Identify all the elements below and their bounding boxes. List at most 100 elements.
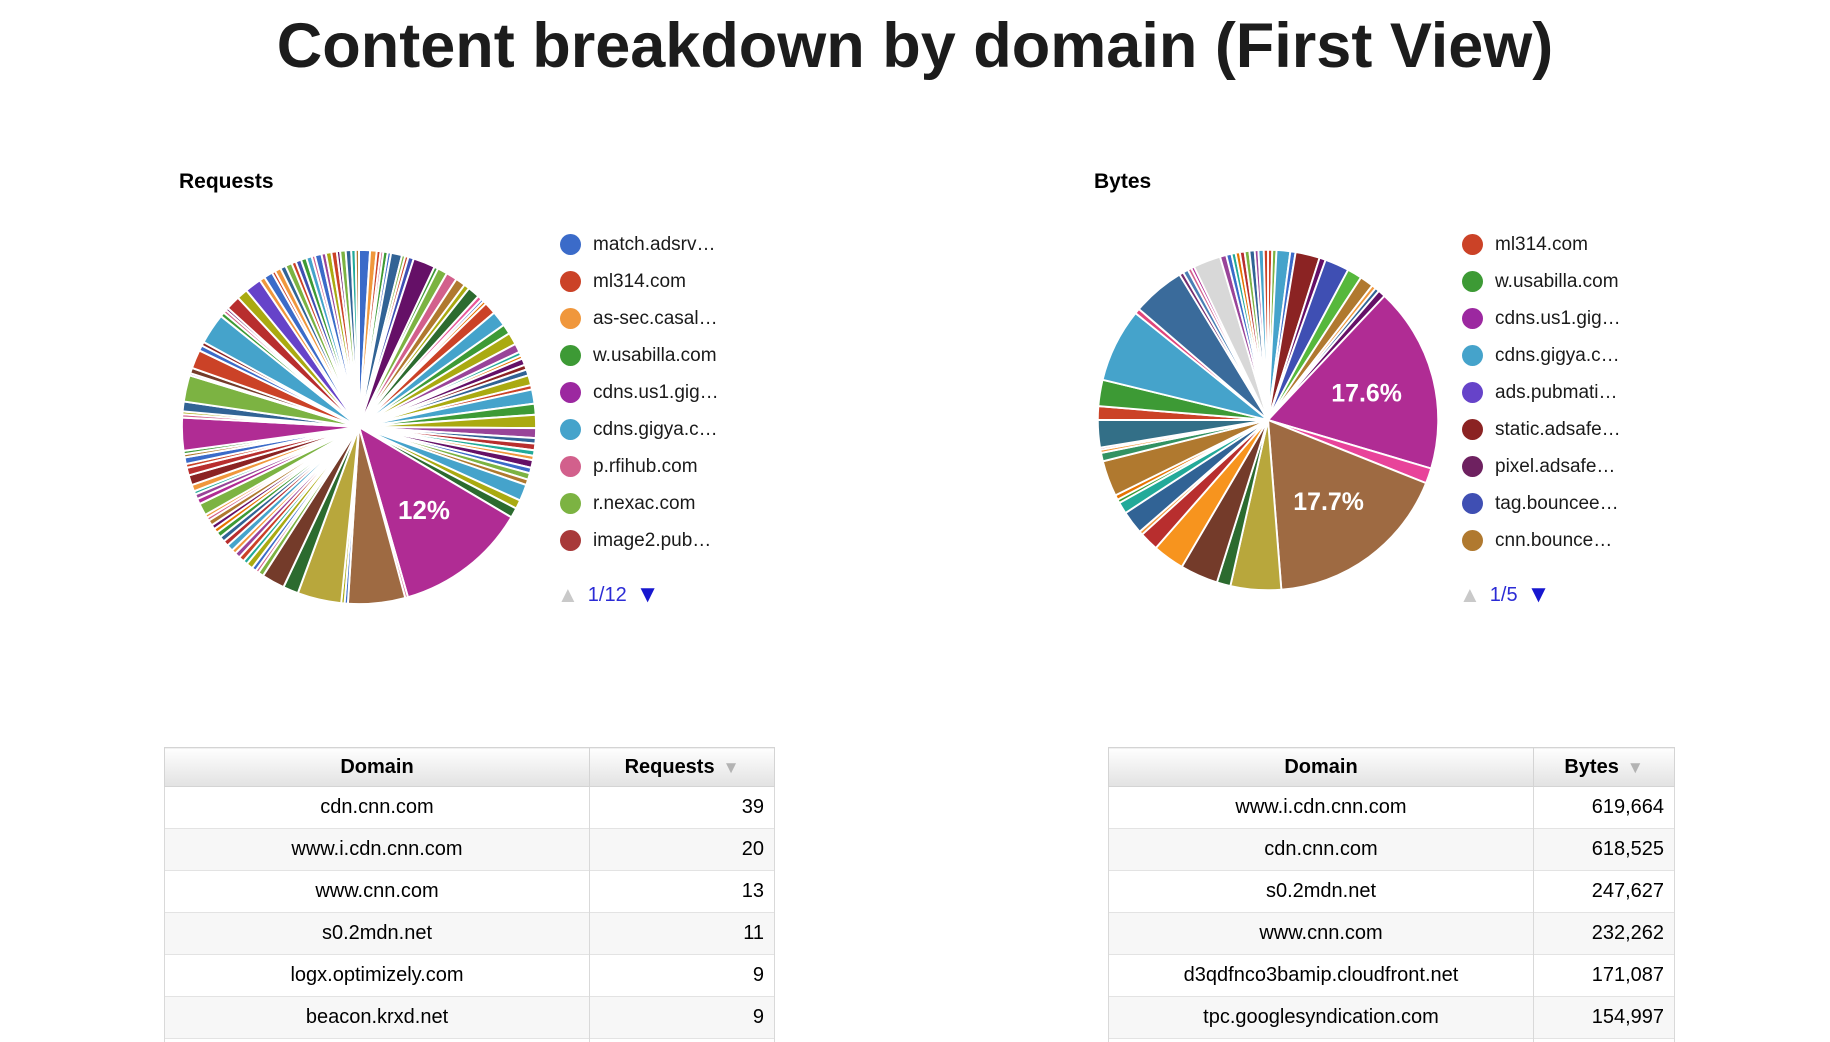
legend-item: cdns.gigya.c… bbox=[560, 411, 719, 448]
column-header-domain[interactable]: Domain bbox=[164, 747, 590, 787]
domain-cell bbox=[164, 1038, 590, 1042]
table-row: www.cnn.com 13 bbox=[164, 870, 775, 913]
requests-table: Domain Requests ▼ cdn.cnn.com 39 www.i.cdn.cn… bbox=[164, 747, 775, 1042]
legend-item-label: w.usabilla.com bbox=[1495, 270, 1619, 292]
pie-slice-percent-label: 17.7% bbox=[1293, 488, 1364, 516]
legend-item-label: cdns.gigya.c… bbox=[1495, 344, 1620, 366]
domain-cell: www.cnn.com bbox=[1108, 912, 1534, 955]
legend-item: w.usabilla.com bbox=[560, 337, 719, 374]
table-row: tpc.googlesyndication.com 154,997 bbox=[1108, 996, 1675, 1039]
legend-page-down-icon[interactable]: ▼ bbox=[635, 581, 660, 608]
legend-item: cdns.us1.gig… bbox=[1462, 300, 1621, 337]
legend-color-swatch-icon bbox=[1462, 271, 1483, 292]
table-row: cdn.cnn.com 618,525 bbox=[1108, 828, 1675, 871]
column-header-label: Domain bbox=[340, 755, 414, 778]
domain-cell: s0.2mdn.net bbox=[1108, 870, 1534, 913]
legend-color-swatch-icon bbox=[560, 382, 581, 403]
pie-slice-percent-label: 17.6% bbox=[1331, 379, 1402, 407]
value-cell: 9 bbox=[589, 996, 775, 1039]
table-row: www.i.cdn.cnn.com 619,664 bbox=[1108, 786, 1675, 829]
value-cell bbox=[1533, 1038, 1675, 1042]
requests-legend: match.adsrv… ml314.com as-sec.casal… w.usab… bbox=[560, 226, 719, 559]
legend-color-swatch-icon bbox=[560, 271, 581, 292]
legend-item: p.rfihub.com bbox=[560, 448, 719, 485]
value-cell bbox=[589, 1038, 775, 1042]
domain-cell: cdn.cnn.com bbox=[164, 786, 590, 829]
column-header-domain[interactable]: Domain bbox=[1108, 747, 1534, 787]
value-cell: 9 bbox=[589, 954, 775, 997]
value-cell: 232,262 bbox=[1533, 912, 1675, 955]
table-row-partial bbox=[1108, 1038, 1675, 1042]
value-cell: 154,997 bbox=[1533, 996, 1675, 1039]
bytes-chart-title: Bytes bbox=[1094, 170, 1152, 193]
legend-item-label: pixel.adsafe… bbox=[1495, 455, 1616, 477]
value-cell: 619,664 bbox=[1533, 786, 1675, 829]
legend-item: cnn.bounce… bbox=[1462, 522, 1621, 559]
legend-item-label: cdns.gigya.c… bbox=[593, 418, 718, 440]
legend-item: ml314.com bbox=[560, 263, 719, 300]
domain-cell: beacon.krxd.net bbox=[164, 996, 590, 1039]
pie-slice[interactable] bbox=[1266, 418, 1428, 591]
legend-color-swatch-icon bbox=[1462, 382, 1483, 403]
legend-item-label: p.rfihub.com bbox=[593, 455, 698, 477]
column-header-label: Domain bbox=[1284, 755, 1358, 778]
bytes-table: Domain Bytes ▼ www.i.cdn.cnn.com 619,664 cdn.… bbox=[1108, 747, 1675, 1042]
legend-item-label: w.usabilla.com bbox=[593, 344, 717, 366]
legend-page-down-icon[interactable]: ▼ bbox=[1526, 581, 1551, 608]
table-row: d3qdfnco3bamip.cloudfront.net 171,087 bbox=[1108, 954, 1675, 997]
legend-item: image2.pub… bbox=[560, 522, 719, 559]
column-header-bytes[interactable]: Bytes ▼ bbox=[1533, 747, 1675, 787]
table-header-row: Domain Bytes ▼ bbox=[1108, 747, 1675, 787]
legend-item: r.nexac.com bbox=[560, 485, 719, 522]
table-row: logx.optimizely.com 9 bbox=[164, 954, 775, 997]
value-cell: 171,087 bbox=[1533, 954, 1675, 997]
value-cell: 39 bbox=[589, 786, 775, 829]
bytes-legend: ml314.com w.usabilla.com cdns.us1.gig… cdns… bbox=[1462, 226, 1621, 559]
legend-item-label: match.adsrv… bbox=[593, 233, 716, 255]
table-row: s0.2mdn.net 247,627 bbox=[1108, 870, 1675, 913]
legend-color-swatch-icon bbox=[1462, 456, 1483, 477]
legend-item-label: ml314.com bbox=[1495, 233, 1588, 255]
legend-item-label: tag.bouncee… bbox=[1495, 492, 1619, 514]
legend-color-swatch-icon bbox=[1462, 345, 1483, 366]
legend-page-up-icon[interactable]: ▲ bbox=[1459, 582, 1481, 607]
legend-item: match.adsrv… bbox=[560, 226, 719, 263]
value-cell: 20 bbox=[589, 828, 775, 871]
legend-item-label: static.adsafe… bbox=[1495, 418, 1621, 440]
legend-page-indicator: 1/5 bbox=[1489, 583, 1518, 606]
requests-legend-pager: ▲ 1/12 ▼ bbox=[557, 581, 659, 609]
pie-slice-percent-label: 12% bbox=[398, 497, 450, 525]
pie-slice[interactable] bbox=[1262, 248, 1269, 421]
legend-item: w.usabilla.com bbox=[1462, 263, 1621, 300]
legend-item-label: as-sec.casal… bbox=[593, 307, 718, 329]
legend-item: pixel.adsafe… bbox=[1462, 448, 1621, 485]
table-row: beacon.krxd.net 9 bbox=[164, 996, 775, 1039]
legend-color-swatch-icon bbox=[1462, 530, 1483, 551]
column-header-requests[interactable]: Requests ▼ bbox=[589, 747, 775, 787]
pie-slice[interactable] bbox=[357, 424, 513, 599]
column-header-label: Bytes bbox=[1564, 755, 1619, 778]
bytes-pie-chart[interactable]: 17.6% 17.7% bbox=[1095, 247, 1441, 593]
requests-pie-chart[interactable]: 12% bbox=[179, 247, 539, 607]
table-row: cdn.cnn.com 39 bbox=[164, 786, 775, 829]
table-header-row: Domain Requests ▼ bbox=[164, 747, 775, 787]
legend-item-label: cdns.us1.gig… bbox=[593, 381, 719, 403]
pie-slice[interactable] bbox=[354, 248, 360, 428]
legend-color-swatch-icon bbox=[1462, 308, 1483, 329]
legend-color-swatch-icon bbox=[560, 308, 581, 329]
domain-cell: www.i.cdn.cnn.com bbox=[164, 828, 590, 871]
legend-item: ads.pubmati… bbox=[1462, 374, 1621, 411]
legend-color-swatch-icon bbox=[560, 234, 581, 255]
legend-color-swatch-icon bbox=[1462, 419, 1483, 440]
legend-color-swatch-icon bbox=[560, 419, 581, 440]
domain-cell: www.i.cdn.cnn.com bbox=[1108, 786, 1534, 829]
pie-slice[interactable] bbox=[1266, 294, 1440, 470]
table-row-partial bbox=[164, 1038, 775, 1042]
legend-item: static.adsafe… bbox=[1462, 411, 1621, 448]
legend-page-up-icon[interactable]: ▲ bbox=[557, 582, 579, 607]
value-cell: 13 bbox=[589, 870, 775, 913]
value-cell: 11 bbox=[589, 912, 775, 955]
legend-item: as-sec.casal… bbox=[560, 300, 719, 337]
page-title: Content breakdown by domain (First View) bbox=[276, 11, 1554, 81]
